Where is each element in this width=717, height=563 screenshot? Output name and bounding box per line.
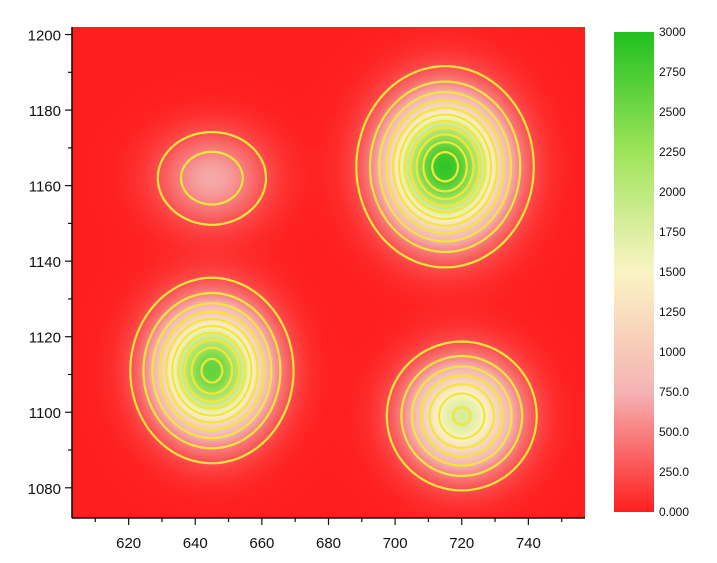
y-tick-label: 1120 xyxy=(29,330,61,347)
contour-line-500 xyxy=(142,80,524,477)
contour-line-2750 xyxy=(431,150,460,183)
contour-line-2000 xyxy=(183,126,481,403)
x-tick-label: 620 xyxy=(116,535,141,552)
colorbar-tick-label: 500.0 xyxy=(659,425,689,439)
x-tick-label: 720 xyxy=(449,535,474,552)
contour-line-2250 xyxy=(190,133,475,395)
contour-line-1000 xyxy=(158,99,505,458)
colorbar-tick-label: 2000 xyxy=(659,185,686,199)
heatmap-image xyxy=(72,27,585,518)
contour-line-1750 xyxy=(177,120,487,426)
contour-line-2500 xyxy=(200,141,468,384)
colorbar-tick-label: 250.0 xyxy=(659,465,689,479)
y-tick-label: 1100 xyxy=(29,405,61,422)
x-tick-label: 700 xyxy=(383,535,408,552)
colorbar-tick-label: 0.000 xyxy=(659,505,689,519)
colorbar-tick-label: 1000 xyxy=(659,345,686,359)
colorbar-tick-label: 2500 xyxy=(659,105,686,119)
contour-lines xyxy=(129,65,538,492)
x-tick-label: 680 xyxy=(316,535,341,552)
axes: 620 640 660 680 700 720 740 1080 1100 1120 1140 116… xyxy=(28,27,585,552)
colorbar-tick-label: 2250 xyxy=(659,145,686,159)
y-tick-label: 1200 xyxy=(28,28,61,45)
colorbar-tick-label: 1750 xyxy=(659,225,686,239)
colorbar-tick-label: 2750 xyxy=(659,65,686,79)
colorbar-tick-label: 1250 xyxy=(659,305,686,319)
contour-line-1250 xyxy=(165,106,499,449)
contour-line-750 xyxy=(151,91,513,467)
contour-line-1500 xyxy=(171,113,493,440)
y-tick-label: 1160 xyxy=(29,179,61,196)
x-tick-label: 640 xyxy=(183,535,208,552)
colorbar-tick-label: 750.0 xyxy=(659,385,689,399)
colorbar-tick-label: 1500 xyxy=(659,265,686,279)
plot-area xyxy=(72,27,585,518)
y-tick-label: 1140 xyxy=(29,254,61,271)
y-tick-label: 1080 xyxy=(28,481,61,498)
colorbar: 0.000 250.0 500.0 750.0 1000 1250 1500 1750 2000… xyxy=(614,25,689,519)
colorbar-scale xyxy=(614,32,654,512)
colorbar-tick-label: 3000 xyxy=(659,25,686,39)
x-tick-label: 740 xyxy=(516,535,541,552)
y-tick-label: 1180 xyxy=(29,103,61,120)
x-tick-label: 660 xyxy=(249,535,274,552)
contour-line-250 xyxy=(129,65,538,492)
